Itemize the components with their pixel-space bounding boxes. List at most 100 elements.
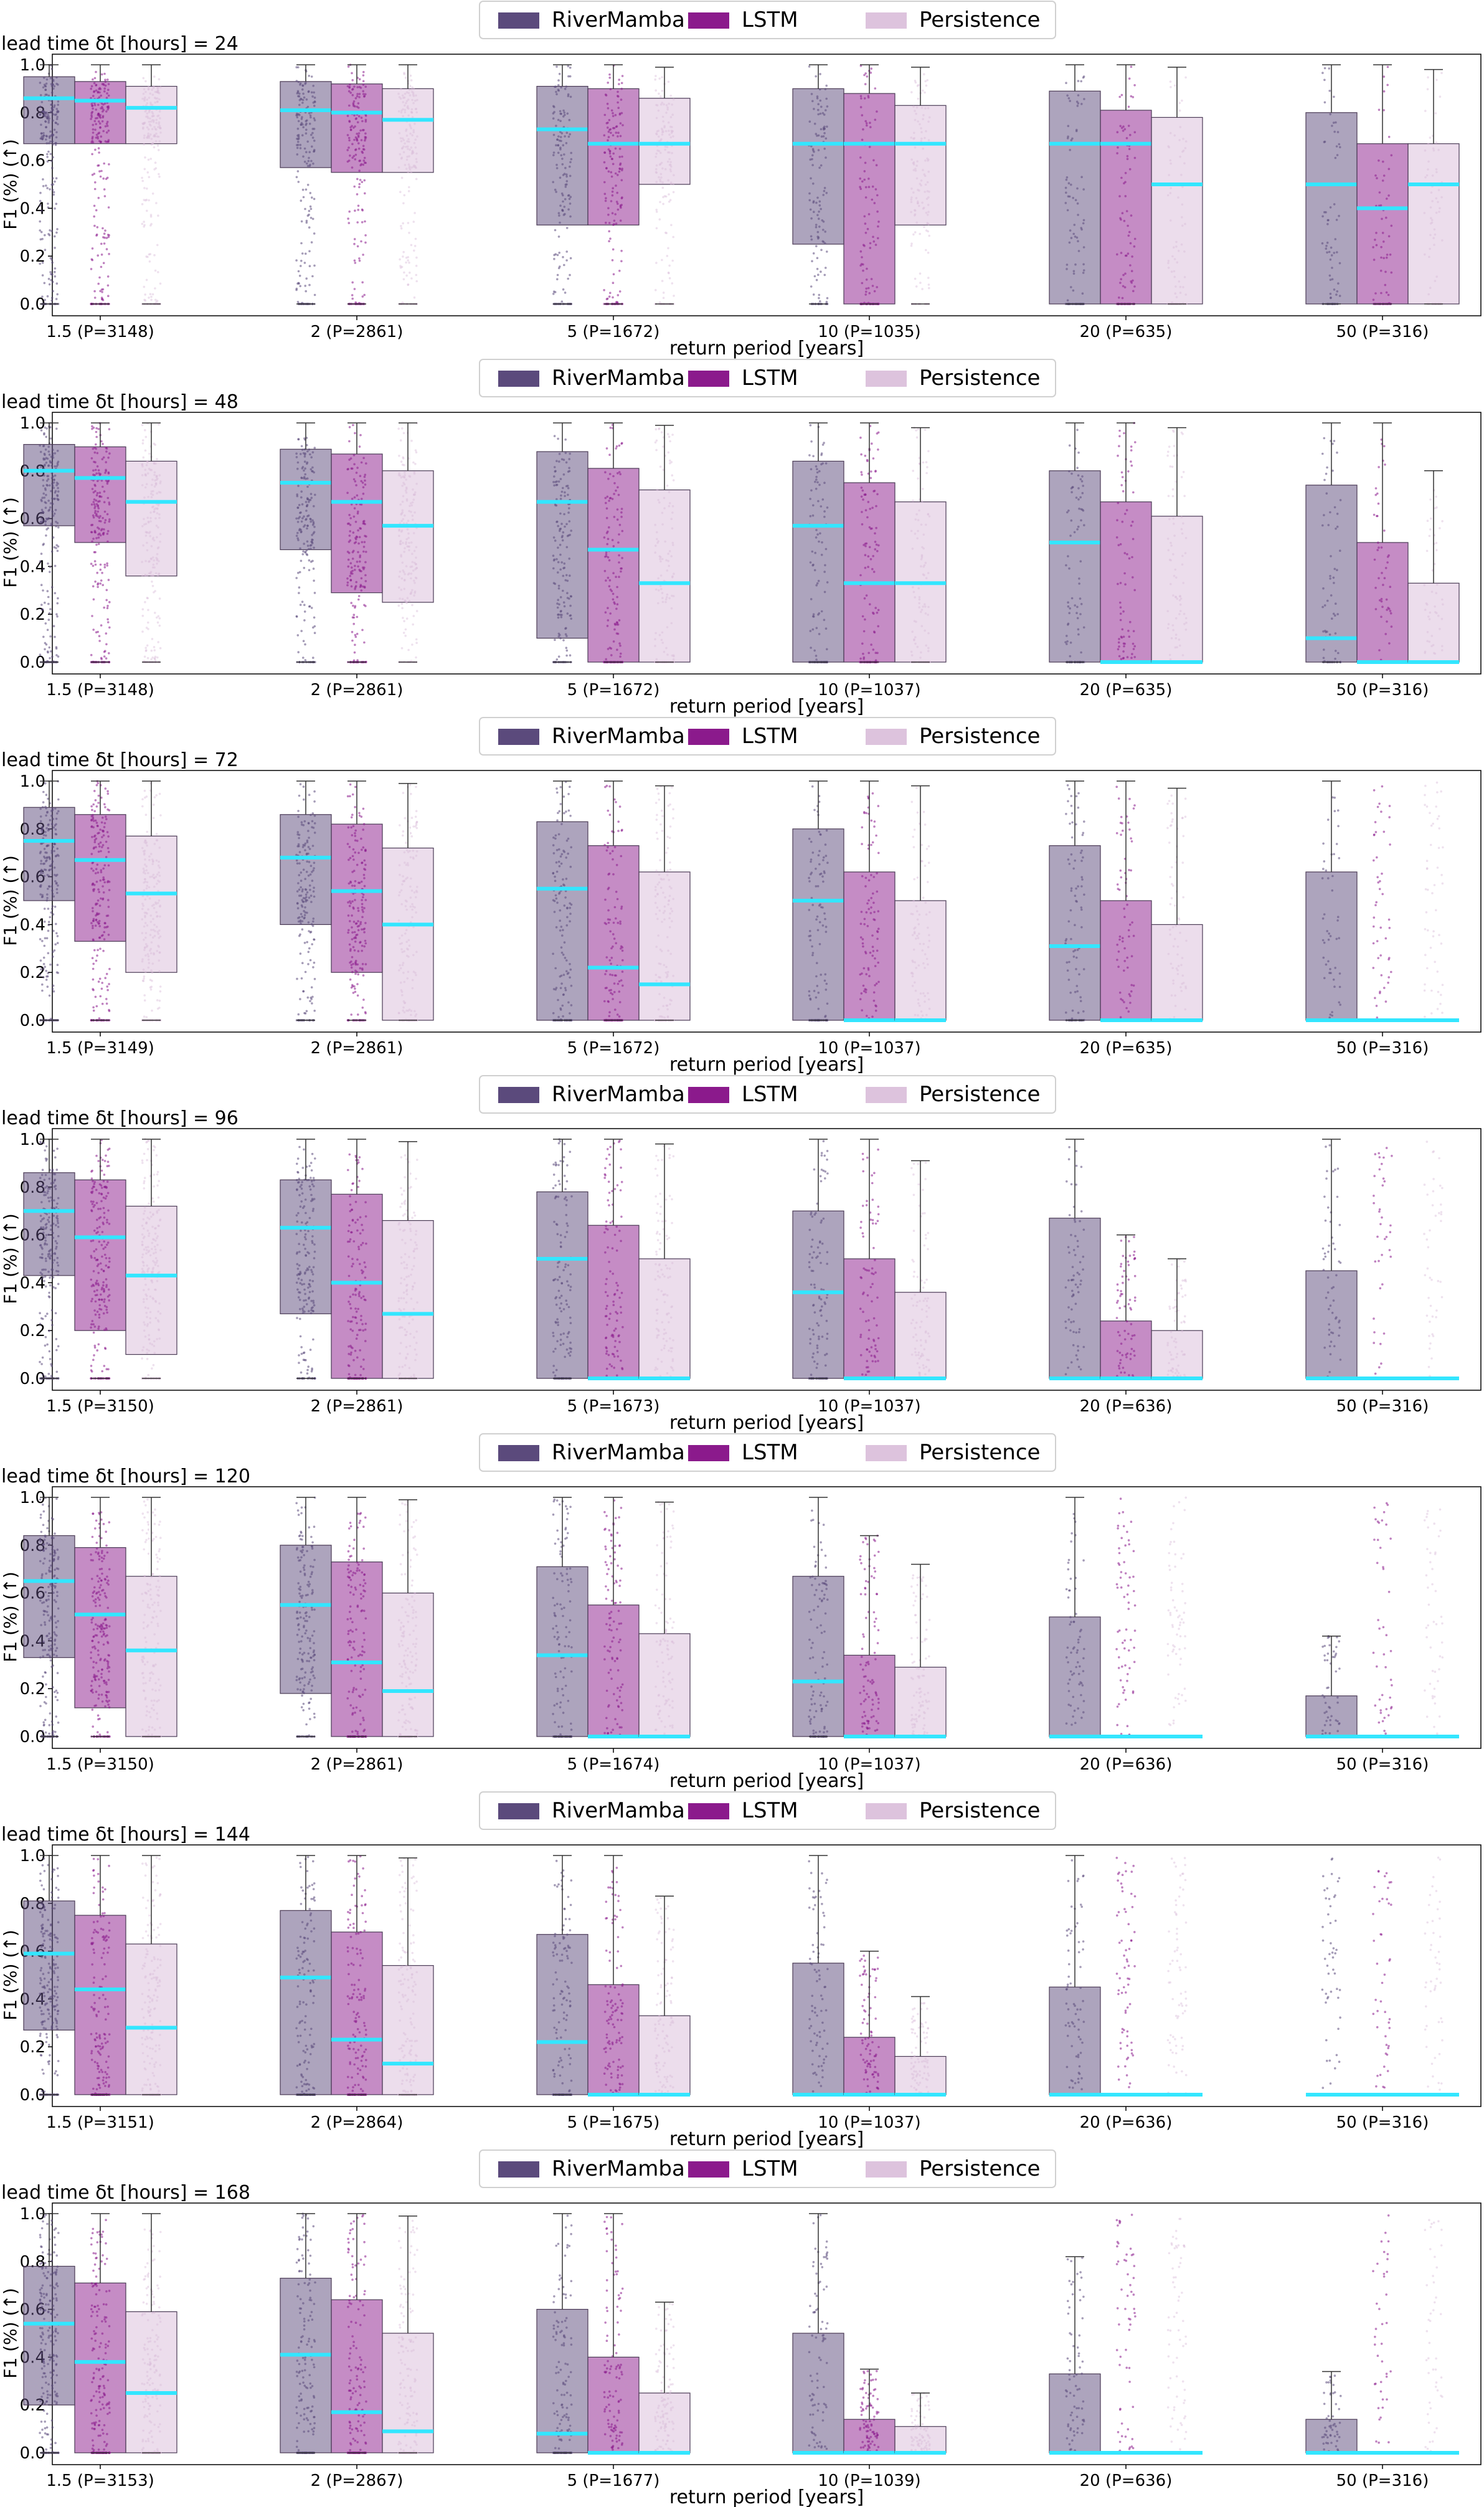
data-point bbox=[1173, 270, 1176, 273]
data-point bbox=[1065, 178, 1068, 181]
data-point bbox=[564, 166, 567, 169]
data-point bbox=[567, 486, 570, 490]
data-point bbox=[657, 577, 659, 580]
data-point bbox=[916, 645, 919, 648]
data-point bbox=[44, 506, 47, 509]
data-point bbox=[874, 244, 877, 246]
data-point bbox=[920, 651, 922, 654]
data-point bbox=[1080, 227, 1082, 229]
data-point bbox=[655, 448, 658, 452]
data-point bbox=[104, 125, 107, 128]
data-point bbox=[810, 598, 813, 600]
data-point bbox=[313, 119, 316, 121]
data-point bbox=[1179, 285, 1182, 288]
data-point bbox=[1339, 146, 1341, 149]
data-point bbox=[149, 520, 152, 523]
data-point bbox=[353, 463, 356, 466]
data-point bbox=[554, 470, 557, 473]
data-point bbox=[553, 258, 555, 260]
data-point bbox=[39, 653, 42, 656]
data-point bbox=[868, 526, 871, 529]
data-point bbox=[815, 536, 818, 539]
data-point bbox=[356, 494, 359, 497]
data-point bbox=[560, 86, 562, 89]
data-point bbox=[655, 156, 657, 158]
data-point bbox=[655, 632, 657, 635]
data-point bbox=[90, 116, 93, 118]
data-point bbox=[364, 93, 367, 96]
data-point bbox=[558, 460, 560, 463]
data-point bbox=[825, 627, 828, 630]
data-point bbox=[413, 249, 415, 252]
data-point bbox=[608, 77, 611, 79]
data-point bbox=[655, 132, 658, 135]
data-point bbox=[308, 122, 311, 125]
data-point bbox=[570, 158, 573, 161]
data-point bbox=[668, 272, 670, 275]
data-point bbox=[415, 451, 418, 453]
data-point bbox=[1127, 252, 1130, 255]
data-point bbox=[1178, 102, 1181, 105]
data-point bbox=[823, 113, 826, 116]
data-point bbox=[570, 595, 572, 598]
data-point bbox=[358, 182, 361, 186]
data-point bbox=[302, 656, 305, 659]
data-point bbox=[91, 488, 94, 490]
data-point bbox=[663, 126, 666, 129]
data-point bbox=[311, 131, 314, 135]
data-point bbox=[348, 120, 351, 123]
data-point bbox=[558, 529, 561, 533]
data-point bbox=[557, 524, 559, 528]
data-point bbox=[303, 619, 306, 622]
data-point bbox=[407, 222, 410, 224]
data-point bbox=[402, 495, 405, 498]
data-point bbox=[874, 652, 877, 654]
data-point bbox=[1435, 78, 1438, 82]
data-point bbox=[97, 103, 100, 107]
data-point bbox=[864, 293, 867, 296]
data-point bbox=[100, 624, 103, 627]
data-point bbox=[347, 565, 350, 568]
data-point bbox=[94, 563, 97, 566]
data-point bbox=[358, 93, 361, 95]
data-point bbox=[354, 153, 357, 156]
data-point bbox=[607, 530, 609, 533]
data-point bbox=[919, 272, 922, 275]
data-point bbox=[55, 525, 57, 528]
data-point bbox=[1166, 194, 1170, 197]
data-point bbox=[346, 160, 349, 163]
data-point bbox=[1124, 195, 1127, 197]
data-point bbox=[146, 549, 149, 552]
data-point bbox=[362, 93, 365, 95]
data-point bbox=[42, 567, 45, 571]
data-point bbox=[662, 202, 664, 206]
data-point bbox=[100, 656, 103, 660]
data-point bbox=[351, 297, 354, 300]
data-point bbox=[910, 198, 913, 201]
data-point bbox=[556, 138, 559, 141]
data-point bbox=[44, 601, 46, 604]
data-point bbox=[823, 132, 826, 135]
data-point bbox=[54, 235, 56, 238]
data-point bbox=[863, 97, 866, 100]
data-point bbox=[153, 97, 156, 99]
data-point bbox=[144, 96, 146, 99]
data-point bbox=[306, 544, 310, 547]
data-point bbox=[1067, 125, 1070, 128]
data-point bbox=[95, 70, 97, 73]
data-point bbox=[297, 485, 300, 487]
data-point bbox=[1064, 186, 1067, 189]
data-point bbox=[143, 136, 146, 140]
data-point bbox=[353, 651, 356, 654]
data-point bbox=[308, 547, 310, 551]
data-point bbox=[95, 494, 98, 496]
box-persistence bbox=[1151, 116, 1203, 305]
data-point bbox=[403, 551, 405, 553]
data-point bbox=[813, 108, 815, 110]
data-point bbox=[557, 571, 559, 574]
data-point bbox=[102, 227, 104, 230]
data-point bbox=[1335, 121, 1337, 124]
data-point bbox=[618, 444, 621, 447]
data-point bbox=[96, 465, 99, 468]
data-point bbox=[811, 154, 814, 157]
